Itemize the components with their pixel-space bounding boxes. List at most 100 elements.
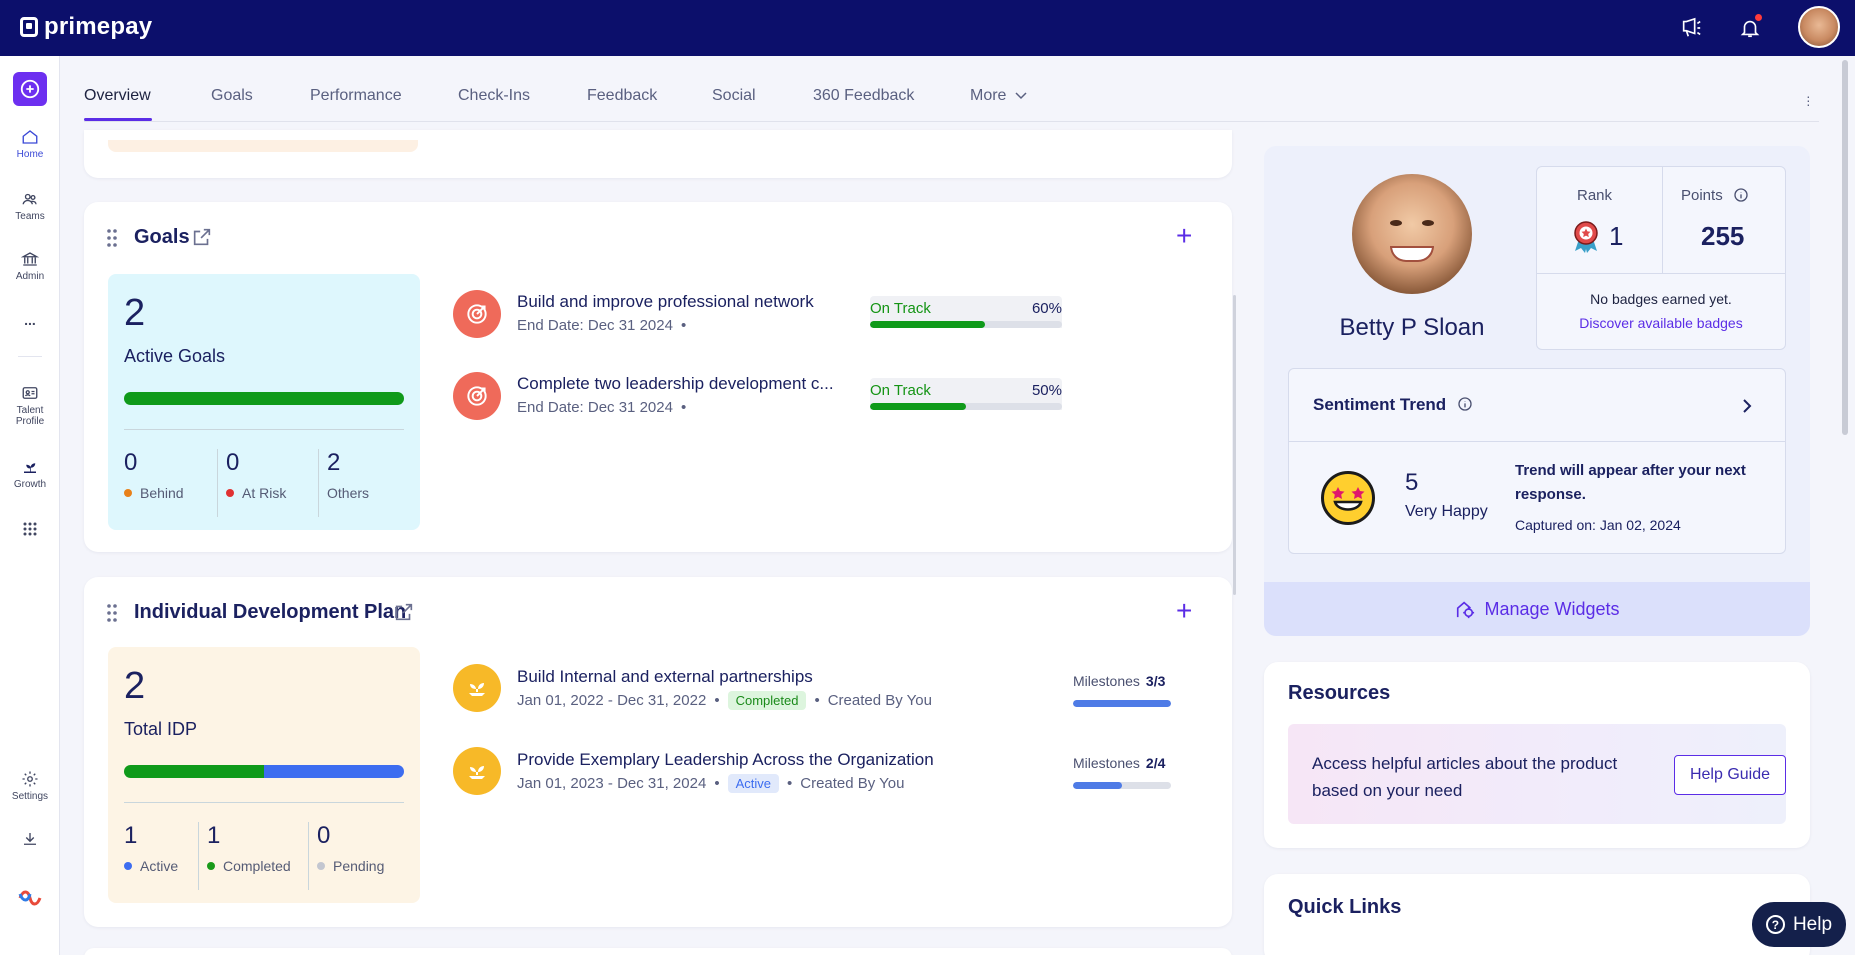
add-goal-button[interactable]: +	[1176, 220, 1193, 251]
goal-end-date: End Date: Dec 31 2024 •	[517, 399, 687, 416]
badges-note: No badges earned yet.	[1590, 291, 1732, 307]
page-scrollbar[interactable]	[1842, 60, 1848, 435]
info-icon[interactable]	[1733, 187, 1749, 203]
goal-progress-fill	[870, 403, 966, 410]
idp-title-text[interactable]: Provide Exemplary Leadership Across the …	[517, 750, 934, 769]
total-idp-label: Total IDP	[124, 719, 198, 739]
rail-app-logo[interactable]	[0, 882, 60, 913]
tab-goals[interactable]: Goals	[211, 87, 253, 104]
tabs-options-kebab-icon[interactable]: · · ·	[1806, 88, 1811, 112]
info-icon[interactable]	[1457, 396, 1473, 412]
completed-label: Completed	[223, 858, 291, 874]
resources-text-line1: Access helpful articles about the produc…	[1312, 754, 1618, 773]
tab-overview[interactable]: Overview	[84, 87, 151, 104]
goal-title[interactable]: Build and improve professional network	[517, 292, 814, 311]
active-label: Active	[140, 858, 179, 874]
tab-bar: Overview Goals Performance Check-Ins Fee…	[84, 68, 1819, 122]
tab-more[interactable]: More	[970, 87, 1027, 105]
idp-active-stat: 1 Active	[124, 822, 178, 874]
profile-widget: Betty P Sloan Rank 1 Points 255 No badge…	[1264, 146, 1810, 636]
idp-plant-icon	[453, 664, 501, 712]
idp-meta: Jan 01, 2023 - Dec 31, 2024 • Active • C…	[517, 774, 905, 793]
notification-dot	[1755, 14, 1762, 21]
quick-add-button[interactable]	[13, 72, 47, 106]
tab-check-ins[interactable]: Check-Ins	[458, 87, 531, 104]
settings-gear-icon	[22, 771, 38, 787]
notifications-bell-icon[interactable]	[1736, 14, 1764, 42]
stat-divider	[198, 822, 199, 890]
milestone-fill	[1073, 700, 1171, 707]
external-link-icon[interactable]	[393, 601, 415, 623]
rail-growth[interactable]: Growth	[0, 458, 60, 490]
chevron-right-icon[interactable]	[1741, 397, 1753, 415]
milestone-bar	[1073, 700, 1171, 707]
help-button[interactable]: ? Help	[1752, 902, 1846, 947]
rail-talent-profile[interactable]: Talent Profile	[0, 384, 60, 427]
goal-target-icon	[453, 290, 501, 338]
idp-dates: Jan 01, 2023 - Dec 31, 2024	[517, 775, 707, 792]
rank-label: Rank	[1577, 187, 1613, 204]
drag-handle-icon[interactable]	[106, 228, 118, 248]
points-value: 255	[1701, 221, 1745, 251]
idp-summary-bar	[124, 765, 404, 778]
idp-widget: Individual Development Plan + 2 Total ID…	[84, 577, 1232, 927]
sentiment-trend-box: Sentiment Trend 5 Very Happy Trend will …	[1288, 368, 1786, 554]
idp-meta: Jan 01, 2022 - Dec 31, 2022 • Completed …	[517, 691, 932, 710]
idp-completed-stat: 1 Completed	[207, 822, 291, 874]
goal-target-icon	[453, 372, 501, 420]
resources-text-line2: based on your need	[1312, 781, 1463, 800]
external-link-icon[interactable]	[191, 226, 213, 248]
others-count: 2	[327, 449, 341, 476]
rail-teams[interactable]: Teams	[0, 190, 60, 222]
trend-message-line2: response.	[1515, 486, 1586, 503]
milestone-fill	[1073, 782, 1122, 789]
rail-apps[interactable]	[0, 522, 60, 539]
goals-at-risk-stat: 0 At Risk	[226, 449, 286, 501]
discover-badges-link[interactable]: Discover available badges	[1579, 315, 1743, 331]
points-label-text: Points	[1681, 187, 1723, 204]
tab-360-feedback[interactable]: 360 Feedback	[813, 87, 915, 104]
milestones-label: Milestones 3/3	[1073, 673, 1165, 689]
rail-profile-label: Profile	[15, 416, 45, 427]
logo-mark-icon	[20, 17, 38, 37]
goals-behind-stat: 0 Behind	[124, 449, 184, 501]
primepay-logo[interactable]: primepay	[20, 13, 152, 41]
tab-performance[interactable]: Performance	[310, 87, 402, 104]
drag-handle-icon[interactable]	[106, 603, 118, 623]
goal-title[interactable]: Complete two leadership development c...	[517, 374, 834, 393]
rank-points-box: Rank 1 Points 255 No badges earned yet. …	[1536, 166, 1786, 350]
goal-percent: 60%	[1031, 300, 1062, 317]
content-scrollbar[interactable]	[1233, 295, 1236, 595]
rail-settings[interactable]: Settings	[0, 770, 60, 802]
resources-widget: Resources Access helpful articles about …	[1264, 662, 1810, 848]
manage-widgets-button[interactable]: Manage Widgets	[1264, 582, 1810, 636]
home-icon	[22, 130, 38, 144]
more-dots-icon: ...	[24, 312, 36, 328]
tab-social[interactable]: Social	[712, 87, 756, 104]
left-rail: Home Teams Admin ... Talent Profile Grow…	[0, 56, 60, 955]
active-tab-indicator	[84, 118, 152, 121]
rail-admin[interactable]: Admin	[0, 250, 60, 282]
at-risk-dot	[226, 489, 234, 497]
announcements-icon[interactable]	[1677, 14, 1705, 42]
apps-grid-icon	[23, 522, 37, 536]
behind-count: 0	[124, 449, 138, 476]
quick-links-widget: Quick Links	[1264, 874, 1810, 955]
rail-home[interactable]: Home	[0, 128, 60, 160]
help-guide-button[interactable]: Help Guide	[1674, 755, 1786, 795]
goal-status: On Track	[870, 300, 931, 317]
profile-name: Betty P Sloan	[1339, 314, 1485, 341]
goal-end-date: End Date: Dec 31 2024 •	[517, 317, 687, 334]
previous-widget-card	[84, 130, 1232, 178]
quick-links-title: Quick Links	[1288, 896, 1402, 918]
milestones-count: 3/3	[1145, 673, 1166, 689]
rank-medal-icon	[1574, 221, 1598, 253]
tab-feedback[interactable]: Feedback	[587, 87, 658, 104]
rail-more[interactable]: ...	[0, 312, 60, 328]
rail-download[interactable]	[0, 830, 60, 851]
idp-title-text[interactable]: Build Internal and external partnerships	[517, 667, 813, 686]
goal-progress: On Track 50%	[870, 378, 1062, 410]
created-by: Created By You	[827, 692, 932, 709]
add-idp-button[interactable]: +	[1176, 595, 1193, 626]
user-avatar[interactable]	[1798, 6, 1840, 48]
